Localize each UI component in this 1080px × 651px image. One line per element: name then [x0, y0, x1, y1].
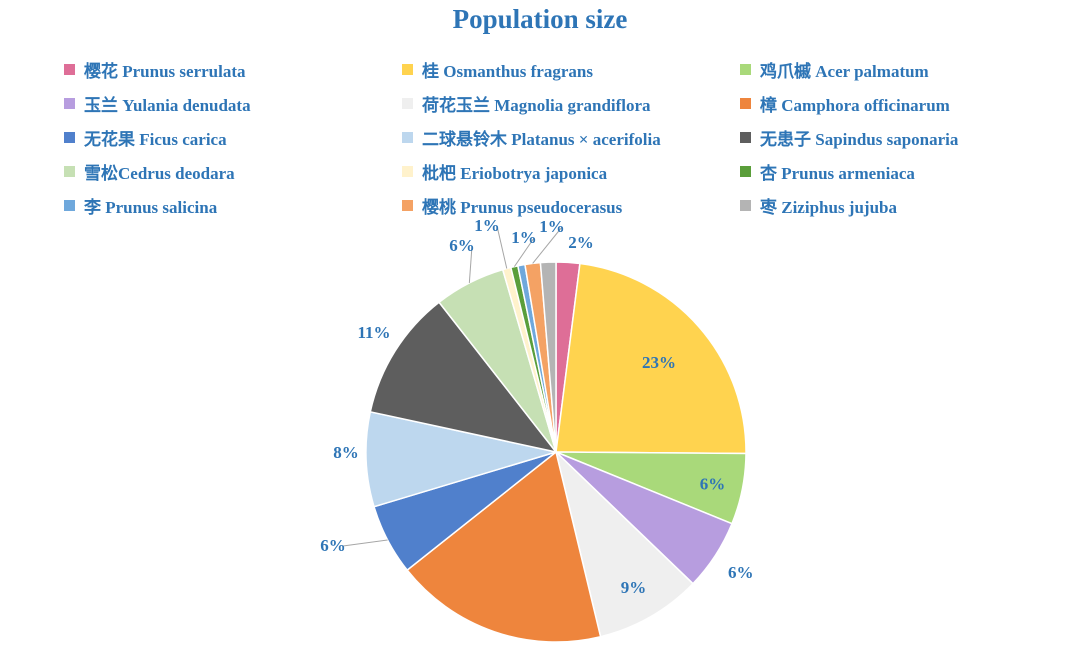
legend-item: 无患子 Sapindus saponaria: [740, 124, 1064, 150]
legend-item: 杏 Prunus armeniaca: [740, 158, 1064, 184]
legend-label: 鸡爪槭 Acer palmatum: [760, 61, 929, 81]
legend-swatch: [64, 165, 75, 177]
legend-swatch: [740, 97, 751, 109]
legend-item: 樟 Camphora officinarum: [740, 90, 1064, 116]
data-label: 6%: [728, 563, 754, 582]
data-label: 11%: [357, 323, 390, 342]
legend-label: 李 Prunus salicina: [84, 197, 218, 217]
legend-item: 雪松Cedrus deodara: [64, 158, 402, 184]
data-label: 1%: [474, 216, 500, 235]
data-label: 6%: [700, 474, 726, 493]
legend-label: 枇杷 Eriobotrya japonica: [422, 163, 608, 183]
legend-swatch: [740, 165, 751, 177]
data-label: 8%: [333, 443, 359, 462]
legend-swatch: [402, 97, 413, 109]
legend-item: 鸡爪槭 Acer palmatum: [740, 56, 1064, 82]
legend-item: 枣 Ziziphus jujuba: [740, 192, 1064, 218]
leader-line: [468, 245, 473, 283]
pie-slice: [406, 450, 602, 643]
legend-item: 李 Prunus salicina: [64, 192, 402, 218]
pie-slice: [365, 410, 557, 508]
legend-item: 无花果 Ficus carica: [64, 124, 402, 150]
legend-label: 樱桃 Prunus pseudocerasus: [422, 197, 623, 217]
data-label: 2%: [568, 233, 594, 252]
legend-swatch: [402, 131, 413, 143]
pie-slice: [554, 449, 695, 638]
legend-swatch: [740, 199, 751, 211]
legend-swatch: [64, 199, 75, 211]
legend-label: 荷花玉兰 Magnolia grandiflora: [422, 95, 651, 115]
legend-swatch: [740, 131, 751, 143]
data-label: 18%: [468, 650, 502, 651]
legend-swatch: [64, 63, 75, 75]
legend-swatch: [402, 199, 413, 211]
legend-label: 二球悬铃木 Platanus × acerifolia: [422, 129, 661, 149]
legend-swatch: [64, 131, 75, 143]
data-label: 6%: [320, 536, 346, 555]
legend-item: 枇杷 Eriobotrya japonica: [402, 158, 740, 184]
legend-swatch: [402, 63, 413, 75]
legend-label: 桂 Osmanthus fragrans: [422, 61, 593, 81]
legend-label: 枣 Ziziphus jujuba: [760, 197, 897, 217]
legend-item: 玉兰 Yulania denudata: [64, 90, 402, 116]
leader-line: [532, 226, 563, 264]
legend-label: 杏 Prunus armeniaca: [760, 163, 915, 183]
legend-item: 二球悬铃木 Platanus × acerifolia: [402, 124, 740, 150]
pie-slice: [539, 261, 557, 453]
legend-item: 荷花玉兰 Magnolia grandiflora: [402, 90, 740, 116]
legend-label: 雪松Cedrus deodara: [84, 163, 235, 183]
legend-label: 樱花 Prunus serrulata: [84, 61, 246, 81]
legend-swatch: [402, 165, 413, 177]
data-label: 9%: [621, 578, 647, 597]
legend: 樱花 Prunus serrulata 桂 Osmanthus fragrans 鸡…: [64, 56, 1064, 218]
legend-label: 樟 Camphora officinarum: [760, 95, 950, 115]
leader-line: [513, 237, 535, 267]
data-label: 23%: [642, 353, 676, 372]
leader-line: [342, 539, 388, 547]
chart-title: Population size: [452, 4, 628, 34]
legend-label: 无花果 Ficus carica: [84, 129, 227, 149]
data-label: 1%: [539, 217, 565, 236]
data-label: 1%: [511, 228, 537, 247]
leader-line: [496, 225, 508, 269]
legend-item: 樱花 Prunus serrulata: [64, 56, 402, 82]
legend-item: 樱桃 Prunus pseudocerasus: [402, 192, 740, 218]
legend-swatch: [740, 63, 751, 75]
pie-slice: [555, 262, 747, 455]
legend-label: 玉兰 Yulania denudata: [84, 95, 251, 115]
legend-label: 无患子 Sapindus saponaria: [760, 129, 959, 149]
legend-item: 桂 Osmanthus fragrans: [402, 56, 740, 82]
pie-slice: [369, 301, 558, 454]
data-label: 6%: [449, 236, 475, 255]
legend-swatch: [64, 97, 75, 109]
